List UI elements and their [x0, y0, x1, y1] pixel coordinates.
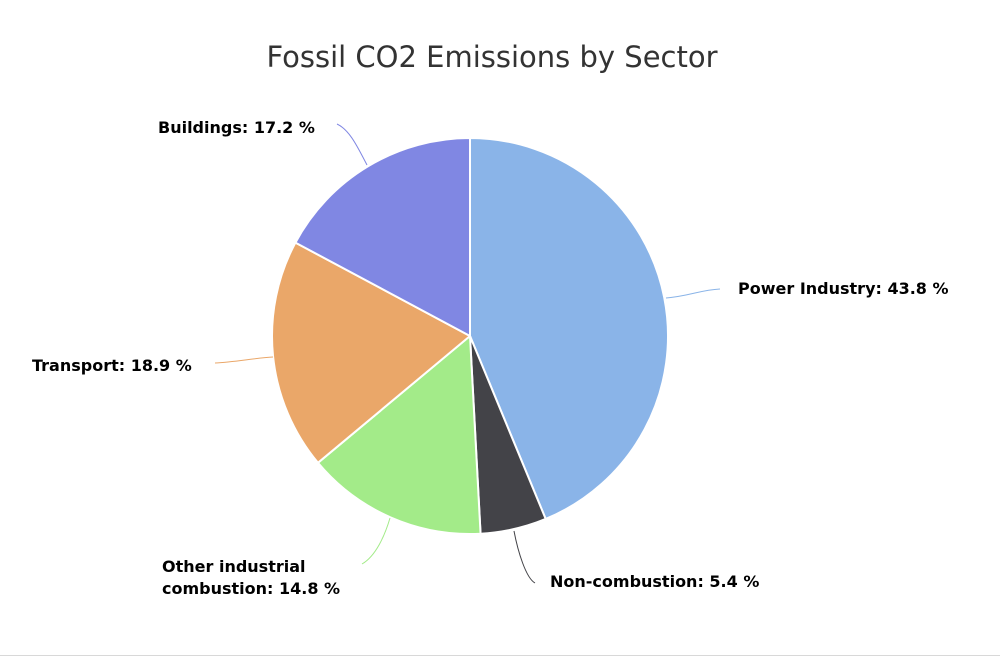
- connector-buildings: [336, 123, 368, 166]
- pie-slices: [271, 137, 669, 535]
- data-label-other-industrial-combustion: Other industrial combustion: 14.8 %: [162, 557, 340, 598]
- data-label-power-industry: Power Industry: 43.8 %: [738, 279, 949, 298]
- data-label-line: Buildings: 17.2 %: [158, 118, 315, 137]
- connector-power-industry: [665, 288, 721, 299]
- chart-title: Fossil CO2 Emissions by Sector: [266, 40, 717, 74]
- connector-other-industrial-combustion: [361, 517, 391, 565]
- data-label-line: Transport: 18.9 %: [32, 356, 192, 375]
- pie-slice-transport[interactable]: [271, 241, 471, 464]
- data-label-buildings: Buildings: 17.2 %: [158, 118, 315, 137]
- pie-slice-other-industrial-combustion[interactable]: [316, 335, 482, 535]
- connector-non-combustion: [513, 530, 536, 584]
- data-label-non-combustion: Non-combustion: 5.4 %: [550, 572, 759, 591]
- data-label-line: Power Industry: 43.8 %: [738, 279, 949, 298]
- pie-slice-buildings[interactable]: [294, 137, 471, 337]
- slice-labels: Power Industry: 43.8 % Non-combustion: 5.…: [32, 118, 949, 598]
- connector-transport: [214, 356, 274, 364]
- data-label-line: Non-combustion: 5.4 %: [550, 572, 759, 591]
- label-connectors: [214, 123, 721, 584]
- data-label-transport: Transport: 18.9 %: [32, 356, 192, 375]
- pie-slice-power-industry[interactable]: [469, 137, 669, 520]
- data-label-line: combustion: 14.8 %: [162, 579, 340, 598]
- bottom-divider: [0, 655, 1000, 656]
- data-label-line: Other industrial: [162, 557, 306, 576]
